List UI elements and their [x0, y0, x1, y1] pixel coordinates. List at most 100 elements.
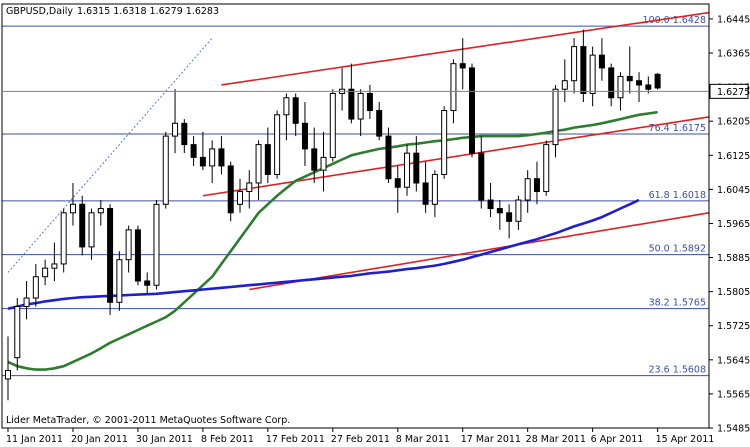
bearish-candle [413, 152, 420, 184]
plot-frame [1, 3, 710, 429]
bullish-candle [255, 144, 262, 184]
bearish-candle [264, 144, 271, 175]
current-price-label: 1.6275 [717, 87, 750, 98]
bearish-candle [496, 208, 503, 214]
y-tick-label: 1.5965 [717, 219, 750, 230]
y-tick-label: 1.6205 [717, 117, 750, 128]
x-tick-label: 17 Mar 2011 [461, 434, 521, 445]
copyright-text: Lider MetaTrader, © 2001-2011 MetaQuotes… [6, 415, 290, 426]
bearish-candle [394, 178, 401, 188]
bearish-candle [478, 152, 485, 201]
y-tick-label: 1.6125 [717, 151, 750, 162]
bullish-candle [552, 88, 559, 146]
bullish-candle [404, 152, 411, 188]
bullish-candle [329, 92, 336, 158]
x-tick-label: 30 Jan 2011 [136, 434, 193, 445]
bearish-candle [626, 75, 633, 82]
bullish-candle [42, 267, 49, 278]
bullish-candle [357, 92, 364, 120]
bearish-candle [218, 148, 225, 167]
x-tick-label: 8 Mar 2011 [396, 434, 450, 445]
bearish-candle [311, 148, 318, 171]
bearish-candle [645, 84, 652, 90]
bearish-candle [190, 144, 197, 158]
bullish-candle [51, 263, 58, 269]
x-tick-label: 11 Jan 2011 [6, 434, 63, 445]
bullish-candle [524, 178, 531, 201]
y-tick-label: 1.5885 [717, 253, 750, 264]
x-tick-label: 8 Feb 2011 [201, 434, 254, 445]
bearish-candle [79, 203, 86, 248]
bearish-candle [292, 97, 299, 124]
bullish-candle [14, 306, 21, 359]
channel-trendline [202, 116, 710, 197]
bullish-candle [97, 208, 104, 214]
bullish-candle [543, 144, 550, 192]
x-tick-label: 20 Jan 2011 [71, 434, 128, 445]
bearish-candle [654, 73, 661, 89]
bullish-candle [209, 148, 216, 167]
bullish-candle [162, 135, 169, 205]
channel-trendline [249, 212, 710, 291]
y-tick-label: 1.5805 [717, 287, 750, 298]
moving-averages [7, 110, 658, 371]
bearish-candle [506, 212, 513, 222]
channel-trendline [221, 11, 710, 86]
bullish-candle [5, 369, 11, 380]
bearish-candle [144, 280, 151, 286]
ohlc-values: 1.6315 1.6318 1.6279 1.6283 [77, 6, 219, 17]
bullish-candle [589, 54, 596, 94]
bearish-candle [181, 122, 188, 146]
x-tick-label: 28 Mar 2011 [526, 434, 586, 445]
bullish-candle [274, 114, 281, 175]
y-tick-label: 1.5645 [717, 355, 750, 366]
fib-level-label: 100.0 1.6428 [643, 15, 706, 26]
bearish-candle [199, 156, 206, 167]
y-tick-label: 1.6365 [717, 49, 750, 60]
bullish-candle [515, 199, 522, 222]
bearish-candle [533, 178, 540, 192]
bullish-candle [450, 63, 457, 112]
fib-level-label: 61.8 1.6018 [649, 190, 706, 201]
bearish-candle [301, 122, 308, 150]
fib-level-label: 38.2 1.5765 [649, 298, 706, 309]
y-tick-label: 1.6445 [717, 14, 750, 25]
bearish-candle [227, 165, 234, 214]
bearish-candle [366, 92, 373, 112]
bullish-candle [23, 297, 30, 308]
bullish-candle [441, 110, 448, 175]
y-tick-label: 1.5565 [717, 389, 750, 400]
bullish-candle [116, 259, 123, 303]
bearish-candle [422, 182, 429, 205]
bullish-candle [431, 173, 438, 205]
bearish-candle [580, 46, 587, 94]
y-tick-label: 1.5485 [717, 424, 750, 435]
bullish-candle [561, 80, 568, 90]
fib-level-label: 76.4 1.6175 [649, 123, 706, 134]
bearish-candle [636, 80, 643, 86]
bullish-candle [125, 229, 132, 261]
bullish-candle [571, 46, 578, 82]
bearish-candle [459, 63, 466, 69]
green-moving-average [7, 110, 658, 371]
bearish-candle [469, 67, 475, 154]
bearish-candle [348, 88, 355, 120]
bullish-candle [153, 203, 160, 286]
bullish-candle [320, 156, 327, 171]
bullish-candle [246, 182, 253, 192]
current-price-box [709, 83, 749, 99]
bullish-candle [617, 75, 624, 99]
bullish-candle [88, 212, 95, 248]
bearish-candle [608, 67, 615, 99]
bullish-candle [60, 212, 67, 265]
bullish-candle [69, 203, 76, 214]
bullish-candle [172, 122, 179, 137]
bullish-candle [32, 276, 39, 299]
bearish-candle [598, 54, 605, 69]
trendlines [7, 11, 710, 291]
axes: 1.64451.63651.62851.62051.61251.60451.59… [1, 3, 750, 445]
bearish-candle [376, 110, 383, 137]
blue-moving-average [7, 198, 640, 310]
bearish-candle [487, 199, 494, 210]
